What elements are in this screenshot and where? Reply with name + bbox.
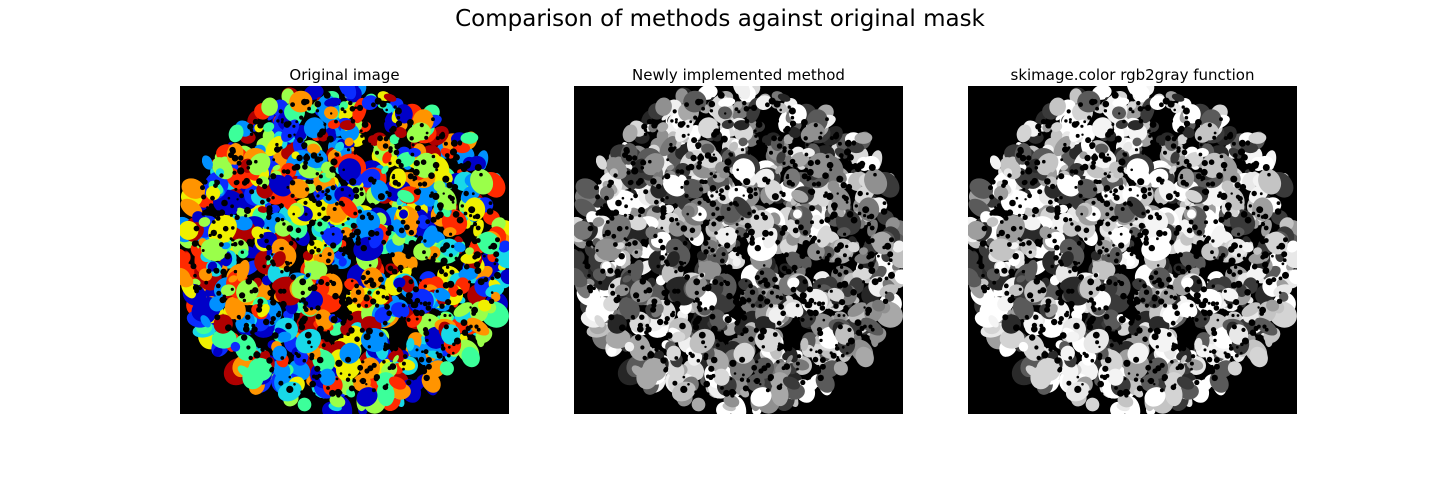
figure-title: Comparison of methods against original m…: [0, 6, 1440, 32]
panel-title-original: Original image: [180, 64, 509, 86]
panel-title-new-method: Newly implemented method: [574, 64, 903, 86]
panel-new-method: Newly implemented method: [574, 64, 903, 414]
original-image: [180, 86, 509, 414]
panel-original: Original image: [180, 64, 509, 414]
new-method-image: [574, 86, 903, 414]
panel-rgb2gray: skimage.color rgb2gray function: [968, 64, 1297, 414]
rgb2gray-image: [968, 86, 1297, 414]
panel-title-rgb2gray: skimage.color rgb2gray function: [968, 64, 1297, 86]
